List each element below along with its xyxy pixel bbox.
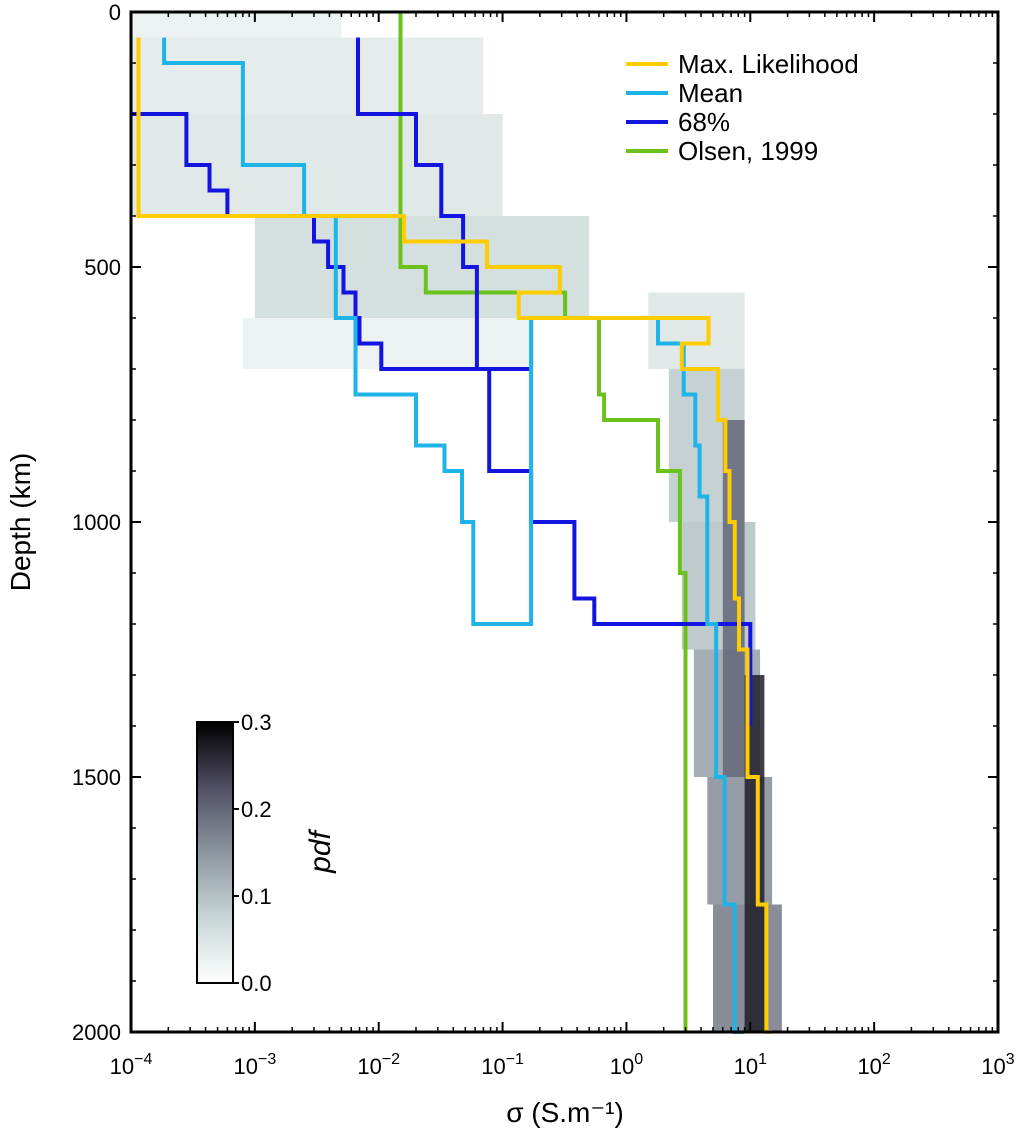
legend-label-0: Max. Likelihood xyxy=(678,49,859,79)
colorbar-tick-label-1: 0.1 xyxy=(241,884,272,909)
series-line-olsen-1999 xyxy=(398,12,688,1032)
y-tick-label-3: 1500 xyxy=(72,765,121,790)
x-axis-title: σ (S.m⁻¹) xyxy=(506,1097,624,1128)
colorbar-label: pdf xyxy=(304,828,337,873)
x-axis: 10−4 10−3 10−2 10−1 100 101 102 103 xyxy=(110,12,1015,1079)
x-tick-label-5: 101 xyxy=(734,1051,767,1079)
x-tick-label-6: 102 xyxy=(857,1051,890,1079)
x-tick-label-0: 10−4 xyxy=(110,1051,153,1079)
x-tick-label-7: 103 xyxy=(981,1051,1014,1079)
legend-label-3: Olsen, 1999 xyxy=(678,136,818,166)
pdf-band-1 xyxy=(131,37,484,114)
y-axis-title: Depth (km) xyxy=(5,453,36,591)
colorbar-tick-label-2: 0.2 xyxy=(241,797,272,822)
x-tick-label-2: 10−2 xyxy=(357,1051,400,1079)
y-tick-label-2: 1000 xyxy=(72,510,121,535)
colorbar-tick-label-3: 0.3 xyxy=(241,710,272,735)
colorbar-gradient xyxy=(196,721,234,984)
x-tick-label-4: 100 xyxy=(610,1051,643,1079)
legend-label-2: 68% xyxy=(678,107,730,137)
series-line-68-lower xyxy=(131,112,532,371)
colorbar: 0.0 0.1 0.2 0.3 pdf xyxy=(196,710,337,996)
pdf-band-5 xyxy=(648,292,745,369)
y-tick-label-0: 0 xyxy=(109,0,121,25)
x-tick-label-1: 10−3 xyxy=(233,1051,276,1079)
series-line-max-likelihood xyxy=(136,37,773,1034)
y-tick-label-4: 2000 xyxy=(72,1020,121,1045)
legend-label-1: Mean xyxy=(678,78,743,108)
x-tick-label-3: 10−1 xyxy=(481,1051,524,1079)
y-axis: 0 500 1000 1500 2000 xyxy=(72,0,998,1045)
y-tick-label-1: 500 xyxy=(84,255,121,280)
pdf-band-12 xyxy=(744,675,765,1032)
pdf-density-layer xyxy=(131,12,782,1032)
series-layer xyxy=(131,12,773,1034)
pdf-band-4 xyxy=(242,318,535,369)
colorbar-tick-label-0: 0.0 xyxy=(241,971,272,996)
